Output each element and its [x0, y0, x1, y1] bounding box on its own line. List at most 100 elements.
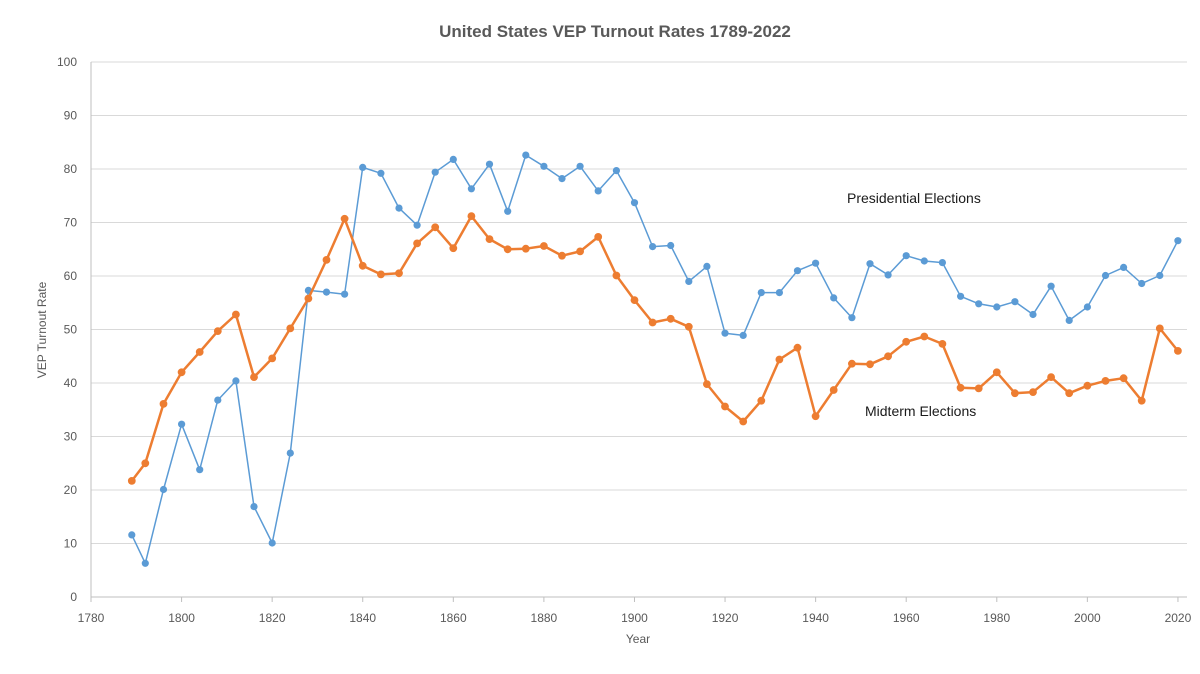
- data-point-presidential-elections: [467, 185, 475, 193]
- data-point-presidential-elections: [576, 162, 584, 170]
- data-point-presidential-elections: [957, 292, 965, 300]
- data-point-midterm-elections: [739, 417, 748, 426]
- annotation-presidential: Presidential Elections: [847, 190, 981, 206]
- data-point-midterm-elections: [703, 380, 711, 388]
- data-point-midterm-elections: [177, 368, 186, 377]
- y-tick-label: 100: [57, 55, 77, 69]
- series-midterm-elections: [127, 212, 1182, 485]
- data-point-midterm-elections: [213, 327, 222, 335]
- data-point-midterm-elections: [141, 459, 150, 468]
- data-point-midterm-elections: [127, 477, 136, 485]
- data-point-midterm-elections: [666, 314, 675, 323]
- data-point-presidential-elections: [594, 187, 602, 195]
- data-point-midterm-elections: [594, 233, 603, 241]
- data-point-midterm-elections: [1029, 388, 1037, 396]
- data-point-presidential-elections: [721, 329, 729, 337]
- data-point-presidential-elections: [449, 155, 457, 163]
- x-tick-label: 1980: [983, 611, 1010, 625]
- y-axis-label: VEP Turnout Rate: [35, 281, 49, 378]
- series-group: [127, 151, 1182, 567]
- data-point-presidential-elections: [431, 168, 439, 176]
- x-tick-label: 1880: [531, 611, 558, 625]
- data-point-midterm-elections: [485, 235, 494, 244]
- data-point-presidential-elections: [1101, 271, 1110, 280]
- data-point-midterm-elections: [630, 296, 639, 304]
- data-point-presidential-elections: [1047, 282, 1055, 290]
- y-tick-label: 50: [64, 323, 78, 337]
- data-point-presidential-elections: [485, 160, 494, 168]
- data-point-midterm-elections: [1065, 389, 1074, 398]
- data-point-presidential-elections: [178, 420, 186, 428]
- data-point-midterm-elections: [775, 355, 784, 364]
- data-point-midterm-elections: [558, 251, 566, 260]
- x-tick-label: 1820: [259, 611, 286, 625]
- data-point-midterm-elections: [866, 360, 874, 369]
- y-tick-label: 0: [70, 590, 77, 604]
- y-tick-label: 60: [64, 269, 78, 283]
- data-point-presidential-elections: [1120, 263, 1128, 271]
- data-point-presidential-elections: [993, 303, 1001, 311]
- data-point-presidential-elections: [359, 163, 367, 171]
- x-tick-label: 2000: [1074, 611, 1101, 625]
- data-point-presidential-elections: [128, 531, 136, 539]
- data-point-midterm-elections: [612, 271, 621, 280]
- data-point-presidential-elections: [884, 271, 892, 279]
- data-point-midterm-elections: [413, 239, 421, 248]
- data-point-presidential-elections: [196, 466, 204, 474]
- data-point-midterm-elections: [920, 332, 929, 341]
- data-point-presidential-elections: [848, 314, 856, 322]
- y-tick-label: 10: [64, 537, 78, 551]
- data-point-midterm-elections: [232, 310, 240, 319]
- data-point-presidential-elections: [141, 559, 149, 567]
- x-axis-label: Year: [626, 632, 650, 646]
- chart-title: United States VEP Turnout Rates 1789-202…: [439, 22, 791, 41]
- data-point-midterm-elections: [286, 324, 295, 333]
- data-point-presidential-elections: [1083, 303, 1091, 311]
- data-point-midterm-elections: [268, 354, 277, 363]
- y-tick-label: 40: [64, 376, 78, 390]
- data-point-presidential-elections: [522, 151, 530, 159]
- y-tick-label: 80: [64, 162, 78, 176]
- data-point-midterm-elections: [757, 396, 766, 405]
- data-point-midterm-elections: [304, 294, 313, 303]
- x-tick-label: 1860: [440, 611, 467, 625]
- data-point-midterm-elections: [992, 368, 1001, 377]
- data-point-presidential-elections: [920, 257, 928, 265]
- axes: 0 10 20 30 40 50 60 70 80 90 100 1780 1800 1820 1840 18…: [57, 55, 1192, 625]
- data-point-midterm-elections: [503, 245, 512, 254]
- data-point-midterm-elections: [721, 402, 729, 411]
- data-point-midterm-elections: [884, 352, 892, 361]
- data-point-midterm-elections: [1083, 381, 1092, 390]
- x-tick-label: 1960: [893, 611, 920, 625]
- data-point-midterm-elections: [195, 348, 204, 356]
- data-point-midterm-elections: [848, 359, 856, 368]
- data-point-midterm-elections: [540, 242, 548, 250]
- data-point-midterm-elections: [340, 214, 349, 223]
- data-point-presidential-elections: [1174, 237, 1182, 245]
- y-tick-label: 20: [64, 483, 78, 497]
- data-point-presidential-elections: [1138, 279, 1146, 288]
- x-tick-label: 1840: [349, 611, 376, 625]
- data-point-presidential-elections: [504, 207, 512, 215]
- data-point-presidential-elections: [377, 169, 385, 177]
- data-point-presidential-elections: [1156, 271, 1164, 280]
- x-tick-label: 1940: [802, 611, 829, 625]
- data-point-midterm-elections: [684, 322, 693, 331]
- data-point-presidential-elections: [1065, 316, 1073, 324]
- data-point-midterm-elections: [377, 270, 385, 279]
- x-tick-label: 2020: [1165, 611, 1192, 625]
- data-point-presidential-elections: [667, 241, 675, 250]
- data-point-presidential-elections: [649, 243, 657, 251]
- data-point-presidential-elections: [703, 262, 711, 270]
- gridlines: [91, 61, 1187, 544]
- data-point-midterm-elections: [1174, 347, 1182, 355]
- data-point-midterm-elections: [1137, 396, 1146, 405]
- data-point-midterm-elections: [431, 223, 440, 232]
- data-point-midterm-elections: [358, 261, 367, 270]
- data-point-midterm-elections: [1101, 377, 1110, 385]
- data-point-presidential-elections: [341, 290, 349, 298]
- data-point-midterm-elections: [449, 244, 458, 253]
